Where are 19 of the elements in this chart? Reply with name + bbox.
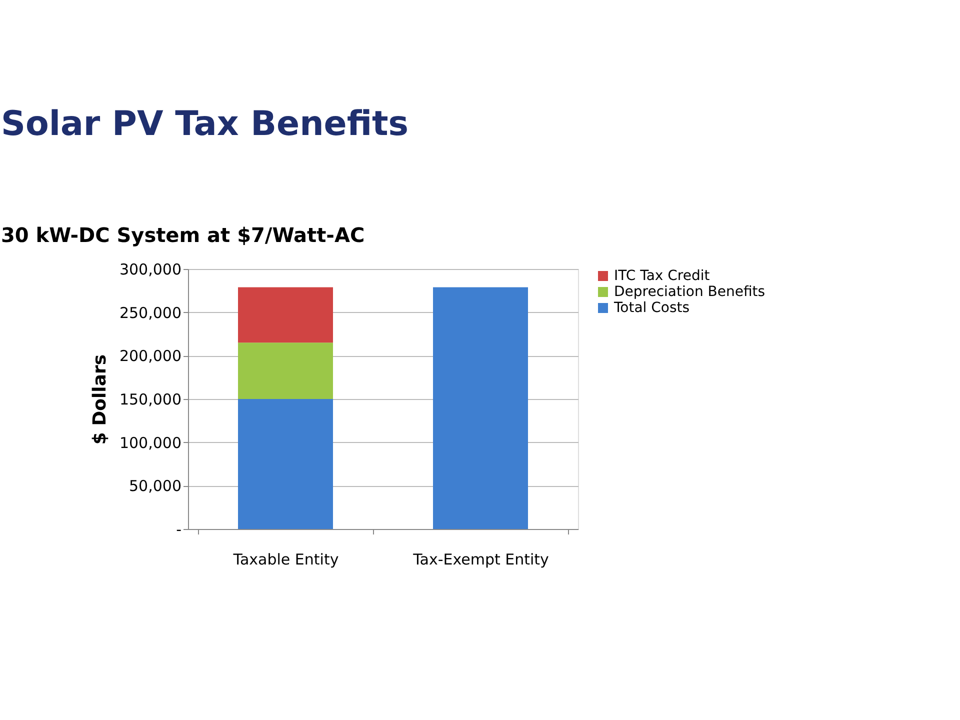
legend-label: Depreciation Benefits [614, 284, 766, 300]
chart-title: Solar PV Tax Benefits [0, 104, 409, 144]
y-tick-label: 300,000 [119, 260, 182, 278]
y-tick-label: 150,000 [119, 390, 182, 408]
legend-label: ITC Tax Credit [614, 268, 710, 284]
bar [238, 342, 333, 399]
y-tick-label: 200,000 [119, 347, 182, 366]
x-tick-label: Tax-Exempt Entity [412, 550, 550, 568]
y-axis-title: $ Dollars [89, 354, 110, 445]
chart-subtitle: 30 kW-DC System at $7/Watt-AC [0, 223, 365, 247]
bar [238, 399, 333, 529]
y-tick-label: 50,000 [129, 477, 182, 496]
y-tick-label: 250,000 [119, 304, 182, 322]
x-tick-label: Taxable Entity [232, 550, 339, 568]
y-tick-label: - [176, 520, 182, 538]
bar [238, 287, 333, 343]
legend-label: Total Costs [613, 300, 690, 316]
y-tick-label: 100,000 [119, 434, 182, 452]
bar [433, 287, 528, 529]
